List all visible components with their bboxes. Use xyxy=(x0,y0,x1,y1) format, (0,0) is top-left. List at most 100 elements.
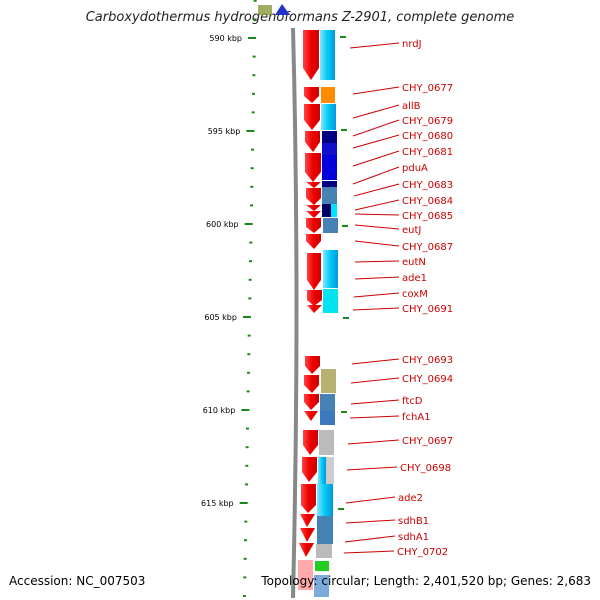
gene-label-CHY_0677[interactable]: CHY_0677 xyxy=(402,83,453,94)
cog-box-CHY_0694 xyxy=(321,369,336,393)
gene-label-pduA[interactable]: pduA xyxy=(402,163,428,174)
gene-arrow-CHY_0684 xyxy=(306,205,321,211)
cog-box-eutN xyxy=(323,250,338,288)
callout-line xyxy=(352,104,400,119)
callout-line xyxy=(350,399,400,405)
gene-label-eutJ[interactable]: eutJ xyxy=(402,225,421,236)
top-feature-olive xyxy=(258,5,272,15)
gene-label-CHY_0679[interactable]: CHY_0679 xyxy=(402,116,453,127)
gene-label-CHY_0687[interactable]: CHY_0687 xyxy=(402,242,453,253)
gene-arrow-CHY_0698 xyxy=(302,457,317,482)
cog-box-CHY_0698a xyxy=(318,457,326,484)
cog-box-nrdJ xyxy=(320,30,335,80)
cog-box-ade2 xyxy=(317,484,333,516)
cog-box-pduA xyxy=(322,181,337,187)
gene-arrow-ftcD xyxy=(304,394,319,410)
gene-label-CHY_0684[interactable]: CHY_0684 xyxy=(402,196,453,207)
gene-arrow-sdhB1 xyxy=(300,514,315,527)
top-feature-blue xyxy=(275,4,290,15)
callout-line xyxy=(354,213,400,216)
tick-label: 595 kbp xyxy=(208,127,241,136)
cog-box-CHY_0680 xyxy=(322,143,337,155)
gene-arrow-CHY_0691 xyxy=(307,305,322,313)
callout-line xyxy=(352,86,400,95)
callout-line xyxy=(349,415,400,419)
cog-box-bottom xyxy=(314,575,329,597)
callout-line xyxy=(352,119,400,137)
gene-arrow-pduA xyxy=(306,182,321,188)
gene-label-sdhB1[interactable]: sdhB1 xyxy=(398,516,429,527)
cog-box-CHY_0702 xyxy=(316,544,332,558)
gene-arrow-CHY_0680 xyxy=(305,153,321,182)
callout-line xyxy=(352,166,400,185)
gene-label-eutN[interactable]: eutN xyxy=(402,257,426,268)
callout-line xyxy=(354,276,400,280)
tick-label: 590 kbp xyxy=(209,34,242,43)
gene-label-CHY_0683[interactable]: CHY_0683 xyxy=(402,180,453,191)
callout-line xyxy=(347,439,400,445)
cog-box-eutJ xyxy=(323,218,338,233)
minor-ticks-right xyxy=(338,36,349,510)
callout-line xyxy=(343,550,395,554)
gene-label-ade1[interactable]: ade1 xyxy=(402,273,427,284)
callout-line xyxy=(353,183,400,197)
callout-line xyxy=(349,42,400,49)
gene-arrow-bottom xyxy=(298,560,313,590)
gene-arrow-CHY_0693 xyxy=(305,356,320,374)
genome-summary-text: Topology: circular; Length: 2,401,520 bp… xyxy=(261,574,591,588)
callout-line xyxy=(353,292,400,298)
gene-label-CHY_0685[interactable]: CHY_0685 xyxy=(402,211,453,222)
gene-label-CHY_0693[interactable]: CHY_0693 xyxy=(402,355,453,366)
gene-label-ftcD[interactable]: ftcD xyxy=(402,396,423,407)
callout-line xyxy=(345,519,396,524)
gene-arrow-sdhA1 xyxy=(300,528,315,542)
cog-box-sdhB1 xyxy=(317,516,333,544)
gene-label-sdhA1[interactable]: sdhA1 xyxy=(398,532,429,543)
gene-label-CHY_0702[interactable]: CHY_0702 xyxy=(397,547,448,558)
accession-text: Accession: NC_007503 xyxy=(9,574,146,588)
annotation-column xyxy=(314,30,338,597)
gene-arrow-CHY_0683 xyxy=(306,188,321,205)
gene-arrow-allB xyxy=(304,104,320,130)
callout-line xyxy=(352,307,400,311)
cog-box-green xyxy=(315,561,329,571)
callout-line xyxy=(351,358,400,365)
tick-label: 600 kbp xyxy=(206,220,239,229)
gene-arrow-CHY_0679 xyxy=(305,131,320,152)
gene-label-CHY_0691[interactable]: CHY_0691 xyxy=(402,304,453,315)
gene-arrow-nrdJ xyxy=(303,30,319,80)
tick-label: 605 kbp xyxy=(204,313,237,322)
gene-label-CHY_0681[interactable]: CHY_0681 xyxy=(402,147,453,158)
callout-line xyxy=(344,535,396,543)
cog-box-ftcD xyxy=(320,394,335,411)
callout-line xyxy=(346,466,398,471)
gene-label-fchA1[interactable]: fchA1 xyxy=(402,412,431,423)
cog-box-CHY_0697 xyxy=(319,430,334,455)
gene-label-CHY_0680[interactable]: CHY_0680 xyxy=(402,131,453,142)
genome-backbone xyxy=(291,27,299,599)
gene-label-CHY_0698[interactable]: CHY_0698 xyxy=(400,463,451,474)
gene-label-ade2[interactable]: ade2 xyxy=(398,493,423,504)
tick-label: 610 kbp xyxy=(203,406,236,415)
gene-labels: nrdJ CHY_0677 allB CHY_0679 CHY_0680 CHY_0681… xyxy=(343,39,453,558)
gene-arrow-CHY_0697 xyxy=(303,430,318,455)
callout-line xyxy=(354,260,400,263)
cog-box-CHY_0683 xyxy=(322,187,337,204)
cog-box-allB xyxy=(321,104,336,130)
gene-arrow-CHY_0677 xyxy=(304,87,319,103)
gene-label-coxM[interactable]: coxM xyxy=(402,289,428,300)
cog-box-CHY_0698b xyxy=(326,457,334,484)
gene-arrow-eutJ xyxy=(306,218,321,233)
gene-label-CHY_0697[interactable]: CHY_0697 xyxy=(402,436,453,447)
gene-arrow-eutN xyxy=(307,253,321,290)
callout-line xyxy=(354,224,400,230)
gene-arrow-fchA1 xyxy=(304,411,318,421)
forward-strand xyxy=(298,30,322,590)
callout-line xyxy=(352,134,400,149)
gene-label-CHY_0694[interactable]: CHY_0694 xyxy=(402,374,453,385)
gene-label-nrdJ[interactable]: nrdJ xyxy=(402,39,422,50)
callout-line xyxy=(354,240,400,247)
callout-line xyxy=(350,377,400,384)
gene-label-allB[interactable]: allB xyxy=(402,101,421,112)
